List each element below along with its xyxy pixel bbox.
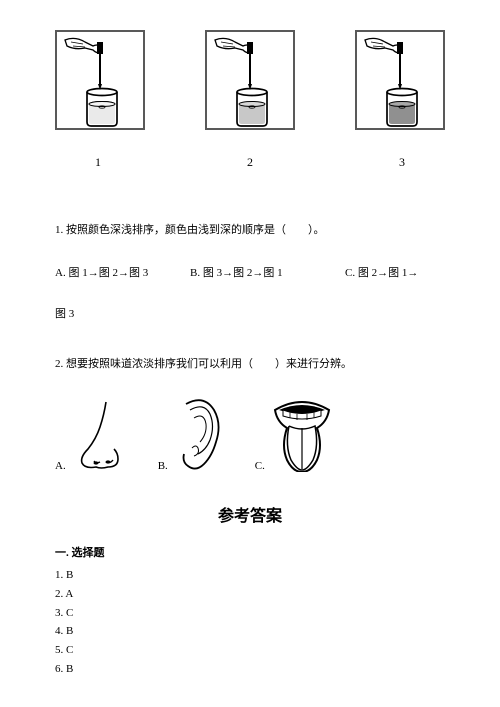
figure-box-1 bbox=[55, 30, 145, 130]
answer-item: 1. B bbox=[55, 566, 445, 585]
answer-item: 4. B bbox=[55, 622, 445, 641]
figure-box-2 bbox=[205, 30, 295, 130]
question-2-text: 2. 想要按照味道浓淡排序我们可以利用（ ）来进行分辨。 bbox=[55, 349, 445, 380]
question-1-options: A. 图 1→图 2→图 3 B. 图 3→图 2→图 1 C. 图 2→图 1… bbox=[55, 258, 445, 289]
q2-label-b: B. bbox=[158, 460, 168, 472]
q1-option-c-wrap: 图 3 bbox=[55, 299, 445, 330]
q1-option-b: B. 图 3→图 2→图 1 bbox=[190, 258, 345, 289]
q2-option-c: C. bbox=[255, 392, 337, 472]
q1-option-c: C. 图 2→图 1→ bbox=[345, 258, 445, 289]
q2-option-a: A. bbox=[55, 397, 128, 472]
figure-row bbox=[55, 30, 445, 130]
question-1-text: 1. 按照颜色深浅排序，颜色由浅到深的顺序是（ ）。 bbox=[55, 215, 445, 246]
q2-label-a: A. bbox=[55, 460, 66, 472]
answer-section-header: 一. 选择题 bbox=[55, 544, 445, 560]
q1-option-a: A. 图 1→图 2→图 3 bbox=[55, 258, 190, 289]
figure-box-3 bbox=[355, 30, 445, 130]
answer-title: 参考答案 bbox=[55, 502, 445, 526]
mouth-tongue-icon bbox=[267, 392, 337, 472]
beaker-dropper-icon bbox=[207, 32, 297, 132]
q2-label-c: C. bbox=[255, 460, 265, 472]
q2-option-b: B. bbox=[158, 392, 225, 472]
beaker-dropper-icon bbox=[57, 32, 147, 132]
answer-item: 3. C bbox=[55, 604, 445, 623]
question-2-options: A. B. C. bbox=[55, 392, 445, 472]
nose-icon bbox=[68, 397, 128, 472]
figure-caption-3: 3 bbox=[399, 155, 405, 170]
figure-caption-1: 1 bbox=[95, 155, 101, 170]
answer-list: 1. B 2. A 3. C 4. B 5. C 6. B bbox=[55, 566, 445, 678]
answer-item: 5. C bbox=[55, 641, 445, 660]
ear-icon bbox=[170, 392, 225, 472]
answer-item: 6. B bbox=[55, 660, 445, 679]
beaker-dropper-icon bbox=[357, 32, 447, 132]
figure-caption-2: 2 bbox=[247, 155, 253, 170]
figure-captions: 1 2 3 bbox=[55, 155, 445, 170]
answer-item: 2. A bbox=[55, 585, 445, 604]
